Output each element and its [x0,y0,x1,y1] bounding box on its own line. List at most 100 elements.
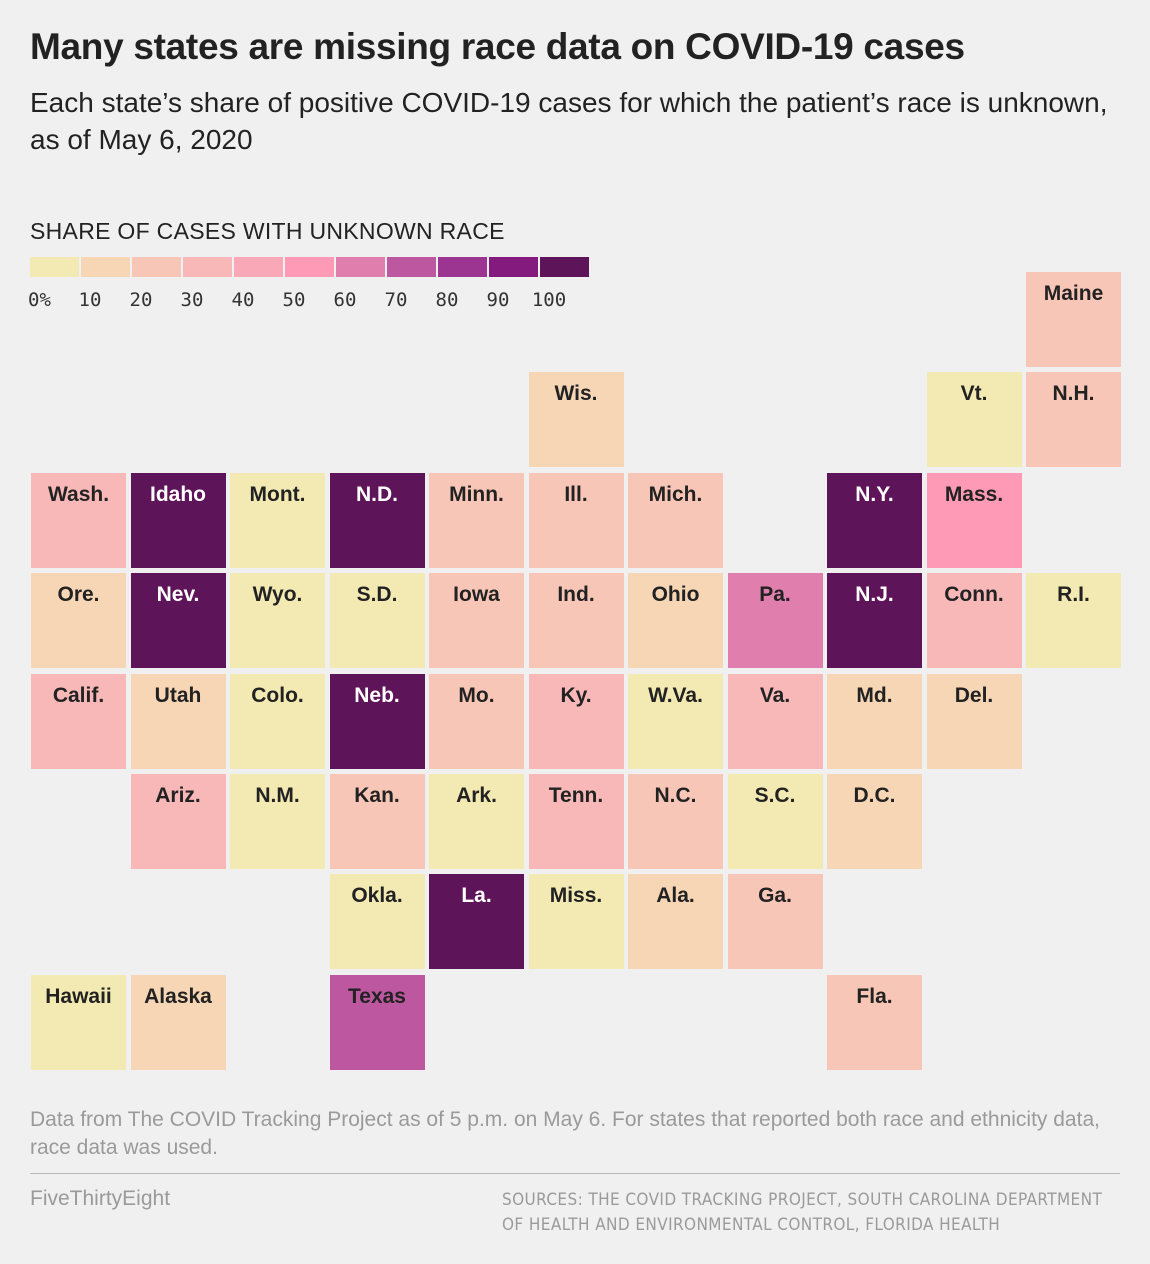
state-label: N.C. [654,784,697,807]
legend-swatch [336,257,385,277]
state-label: Ill. [564,482,588,506]
state-label: N.H. [1052,382,1095,406]
state-label: Texas [348,984,406,1008]
legend-color-scale [30,257,591,277]
legend-tick-label: 50 [282,289,306,311]
state-tile: N.C. [628,774,723,869]
state-tile: Ark. [429,774,524,869]
legend-tick-label: 100 [531,289,567,311]
state-label: Del. [954,683,994,707]
legend-swatch [387,257,436,277]
state-label: La. [461,884,492,908]
state-label: Vt. [960,382,988,406]
state-tile: Fla. [827,974,922,1070]
state-tile: Hawaii [31,974,126,1070]
state-label: Idaho [150,482,206,506]
state-tile: Ohio [628,573,723,669]
state-tile: Mont. [230,472,325,568]
state-tile: Minn. [429,472,524,568]
state-tile: N.D. [329,472,425,568]
legend-tick-label: 90 [486,289,510,311]
state-tile: R.I. [1026,573,1121,669]
state-tile: Texas [329,974,425,1070]
legend-swatch [132,257,181,277]
state-tile: Del. [926,673,1022,769]
state-label: Mont. [249,482,306,506]
state-label: Wash. [47,482,110,506]
legend-swatch [81,257,130,277]
state-label: Maine [1043,282,1104,305]
state-label: S.C. [754,784,796,807]
state-label: R.I. [1057,583,1090,607]
state-label: Alaska [144,984,212,1008]
state-label: N.D. [356,482,398,506]
state-label: N.Y. [855,482,894,506]
state-tile: Va. [727,673,823,769]
state-label: Neb. [354,683,400,707]
legend-swatch [489,257,538,277]
state-label: Okla. [351,884,403,908]
legend-tick-label: 40 [231,289,255,311]
state-tile: Pa. [727,573,823,669]
state-label: Hawaii [45,984,112,1008]
state-tile: W.Va. [628,673,723,769]
state-label: Ky. [560,683,592,707]
state-tile: Ore. [31,573,126,669]
state-tile: N.H. [1026,372,1121,468]
legend-tick-label: 20 [129,289,153,311]
state-tile: Ind. [528,573,624,669]
state-tile: N.M. [230,774,325,869]
footer-divider [30,1173,1120,1174]
legend-tick-label: 60 [333,289,357,311]
state-label: Minn. [449,482,504,506]
legend-swatch [438,257,487,277]
state-label: Ala. [656,884,695,908]
state-label: Colo. [251,683,304,707]
state-tile: Ga. [727,874,823,970]
state-label: Ark. [456,784,497,807]
state-tile: N.J. [827,573,922,669]
state-tile: Iowa [429,573,524,669]
state-label: Ore. [57,583,100,607]
state-tile: S.C. [727,774,823,869]
state-tile: Idaho [130,472,226,568]
state-tile: Alaska [130,974,226,1070]
state-tile: Wyo. [230,573,325,669]
state-tile: Tenn. [528,774,624,869]
legend-tick-label: 30 [180,289,204,311]
state-tile: D.C. [827,774,922,869]
state-label: D.C. [853,784,896,807]
state-tile: Ariz. [130,774,226,869]
state-tile: Nev. [130,573,226,669]
state-tile: Conn. [926,573,1022,669]
state-label: Mich. [648,482,703,506]
state-label: W.Va. [648,683,703,707]
state-label: Mo. [458,683,495,707]
state-label: N.J. [855,583,894,607]
tile-map: Maine Wis. Vt. N.H. Wash. Idaho Mont. N.D. Minn.… [31,272,1121,1070]
state-label: Utah [154,683,202,707]
state-label: Ohio [651,583,700,607]
legend-tick-label: 70 [384,289,408,311]
state-label: Pa. [759,583,791,607]
state-tile: Maine [1026,272,1121,367]
state-tile: Ill. [528,472,624,568]
state-tile: Wis. [528,372,624,468]
state-label: Fla. [856,984,893,1008]
state-label: Md. [856,683,893,707]
state-tile: Kan. [329,774,425,869]
state-tile: Ala. [628,874,723,970]
state-label: Kan. [354,784,400,807]
sources-credit: SOURCES: THE COVID TRACKING PROJECT, SOU… [502,1190,1103,1235]
state-label: Tenn. [548,784,604,807]
state-tile: Md. [827,673,922,769]
state-tile: La. [429,874,524,970]
chart-subtitle: Each state’s share of positive COVID-19 … [30,87,1108,155]
brand-credit: FiveThirtyEight [30,1187,171,1210]
state-tile: Wash. [31,472,126,568]
footnote: Data from The COVID Tracking Project as … [30,1108,1100,1159]
state-tile: S.D. [329,573,425,669]
state-label: Va. [759,683,791,707]
legend-tick-label: 10 [78,289,102,311]
state-label: Mass. [944,482,1004,506]
